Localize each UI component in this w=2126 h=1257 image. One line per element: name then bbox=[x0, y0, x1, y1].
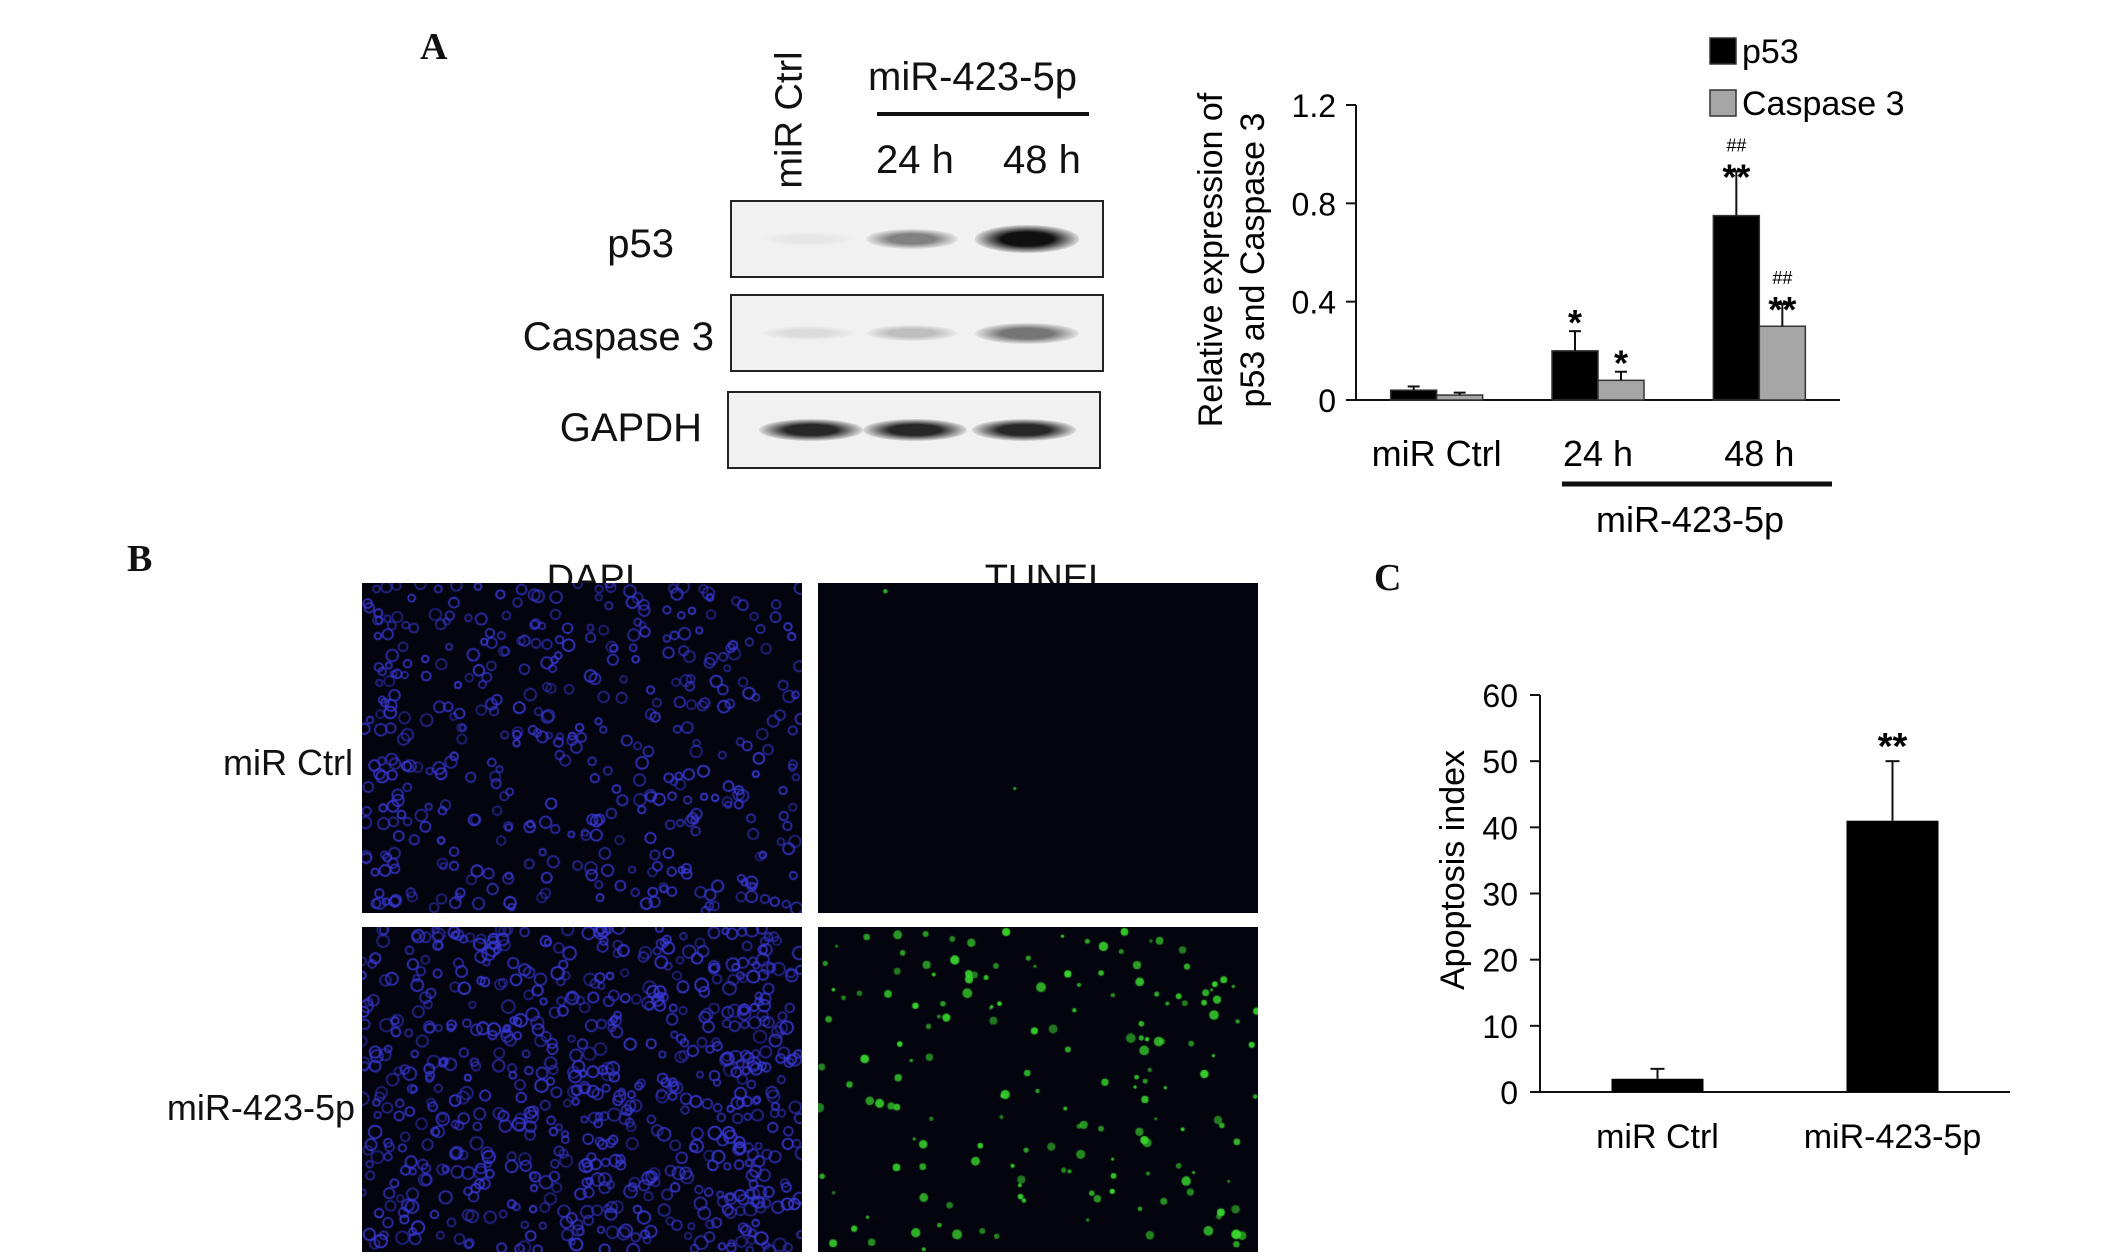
chart-c-y-tick-label: 30 bbox=[1482, 877, 1518, 913]
bar-caspase3 bbox=[1435, 394, 1484, 401]
blot-band bbox=[975, 322, 1079, 344]
blot-band bbox=[975, 225, 1079, 253]
legend-label: p53 bbox=[1742, 33, 1799, 71]
blot-band bbox=[866, 324, 958, 342]
significance-marker: ** bbox=[1768, 289, 1796, 330]
significance-marker: * bbox=[1614, 343, 1628, 384]
bar-p53 bbox=[1551, 350, 1599, 401]
blot-row-label-p53: p53 bbox=[607, 222, 674, 266]
blot-band bbox=[863, 419, 967, 441]
micrograph-tunel-mir-423-5p bbox=[818, 927, 1258, 1257]
chart-c-category-label: miR Ctrl bbox=[1596, 1118, 1719, 1156]
panel-b-label: B bbox=[127, 538, 153, 580]
bar-caspase3 bbox=[1758, 325, 1807, 401]
blot-row-label-gapdh: GAPDH bbox=[559, 406, 702, 450]
lane-label-mir-ctrl: miR Ctrl bbox=[768, 51, 811, 189]
chart-a-y-tick-label: 1.2 bbox=[1292, 88, 1336, 124]
apoptosis-bar bbox=[1846, 820, 1939, 1092]
chart-a-category-label: 48 h bbox=[1724, 433, 1794, 474]
lane-label-48h: 48 h bbox=[1003, 138, 1081, 182]
bar-p53 bbox=[1389, 389, 1438, 401]
chart-a-ylabel-line2: p53 and Caspase 3 bbox=[1234, 113, 1272, 408]
chart-a-category-label: miR Ctrl bbox=[1372, 433, 1502, 474]
chart-c-y-tick-label: 50 bbox=[1482, 744, 1518, 780]
chart-c-y-tick-label: 20 bbox=[1482, 943, 1518, 979]
chart-c-y-tick-label: 10 bbox=[1482, 1009, 1518, 1045]
panel-a-label: A bbox=[420, 26, 448, 68]
chart-a-ylabel-line1: Relative expression of bbox=[1192, 92, 1230, 427]
row-label-mir-423-5p: miR-423-5p bbox=[166, 1087, 355, 1128]
blot-band bbox=[972, 419, 1076, 441]
legend-swatch bbox=[1709, 37, 1737, 65]
chart-c-ylabel: Apoptosis index bbox=[1434, 750, 1472, 990]
hash-marker: ## bbox=[1726, 135, 1746, 155]
blot-band bbox=[866, 228, 958, 250]
blot-band bbox=[762, 325, 854, 341]
blot-group-label: miR-423-5p bbox=[868, 55, 1077, 99]
apoptosis-index-chart: Apoptosis index 0 10 20 30 40 50 60 ** miR Ctr… bbox=[1434, 678, 2010, 1156]
significance-marker: ** bbox=[1722, 156, 1750, 197]
legend-label: Caspase 3 bbox=[1742, 85, 1905, 123]
chart-a-y-tick-label: 0 bbox=[1318, 383, 1336, 419]
lane-label-24h: 24 h bbox=[876, 138, 954, 182]
blot-band bbox=[759, 419, 863, 441]
significance-marker: ** bbox=[1878, 726, 1908, 768]
chart-c-category-label: miR-423-5p bbox=[1804, 1118, 1982, 1156]
blot-group-bracket bbox=[877, 112, 1089, 116]
panel-c-label: C bbox=[1374, 557, 1402, 599]
apoptosis-bar bbox=[1611, 1078, 1704, 1092]
chart-a-y-tick-label: 0.8 bbox=[1292, 186, 1336, 222]
blot-row-label-caspase3: Caspase 3 bbox=[522, 315, 714, 359]
hash-marker: ## bbox=[1772, 268, 1792, 288]
row-label-mir-ctrl: miR Ctrl bbox=[223, 742, 353, 783]
legend-swatch bbox=[1709, 89, 1737, 117]
chart-a-y-tick-label: 0.4 bbox=[1292, 285, 1336, 321]
chart-a-category-label: 24 h bbox=[1563, 433, 1633, 474]
chart-c-y-tick-label: 40 bbox=[1482, 810, 1518, 846]
significance-marker: * bbox=[1568, 302, 1582, 343]
bar-p53 bbox=[1712, 214, 1761, 401]
chart-c-y-tick-label: 60 bbox=[1482, 678, 1518, 714]
micrograph-dapi-mir-423-5p bbox=[362, 927, 802, 1257]
blot-row-caspase3 bbox=[730, 294, 1104, 372]
chart-a-group-label: miR-423-5p bbox=[1596, 499, 1784, 540]
relative-expression-chart: Relative expression of p53 and Caspase 3… bbox=[1192, 33, 1905, 540]
blot-row-p53 bbox=[730, 200, 1104, 278]
micrograph-dapi-mir-ctrl bbox=[362, 583, 802, 913]
micrograph-tunel-mir-ctrl bbox=[818, 583, 1258, 913]
blot-row-gapdh bbox=[727, 391, 1101, 469]
chart-c-y-tick-label: 0 bbox=[1500, 1075, 1518, 1111]
blot-band bbox=[762, 232, 854, 246]
